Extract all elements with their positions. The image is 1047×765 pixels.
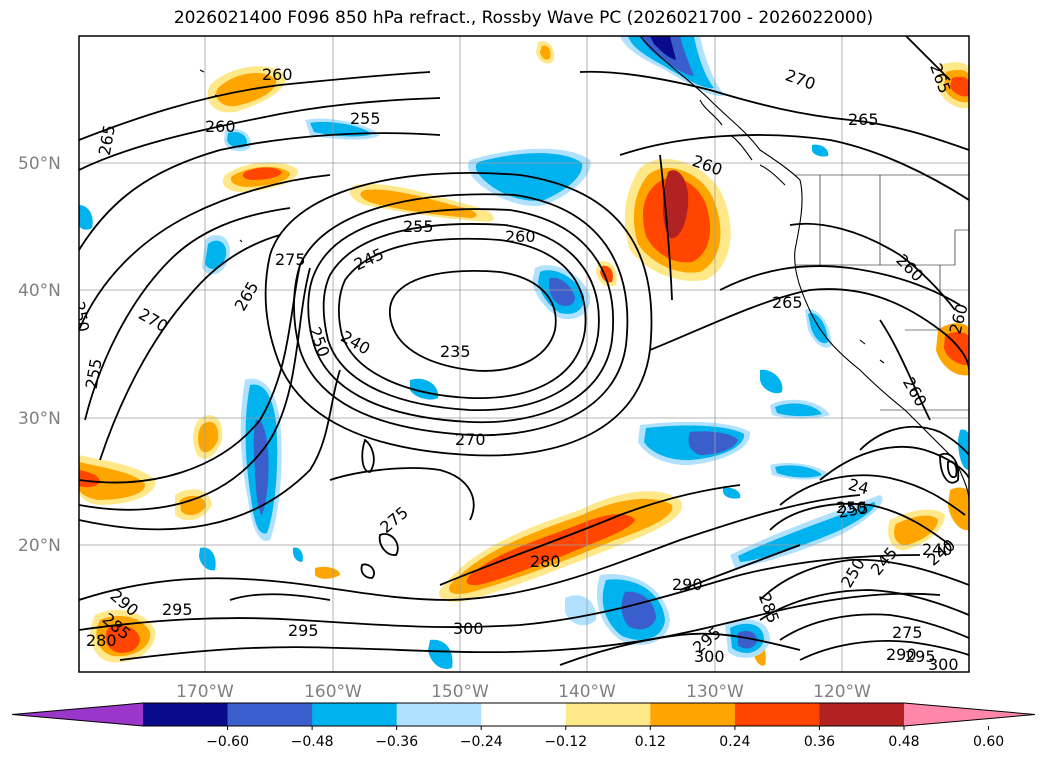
colorbar-tick-label: 0.48 bbox=[888, 734, 919, 750]
contour-label: 275 bbox=[275, 250, 306, 269]
contour-label: 300 bbox=[928, 655, 959, 674]
lon-label: 170°W bbox=[176, 682, 234, 702]
colorbar-segment bbox=[312, 703, 398, 726]
lat-label: 30°N bbox=[18, 409, 61, 429]
contour-label: 290 bbox=[672, 575, 703, 594]
colorbar-tick-label: −0.48 bbox=[291, 734, 334, 750]
contour-label: 280 bbox=[530, 552, 561, 571]
colorbar-tick-label: −0.24 bbox=[460, 734, 503, 750]
contour-label: 265 bbox=[848, 110, 879, 129]
colorbar-segment bbox=[481, 703, 567, 726]
contour-label: 295 bbox=[905, 647, 936, 666]
contour-label: 290 bbox=[886, 645, 917, 664]
colorbar-segment bbox=[227, 703, 313, 726]
contour-label: 255 bbox=[350, 109, 381, 128]
lat-label: 40°N bbox=[18, 281, 61, 301]
contour-label: 255 bbox=[403, 217, 434, 236]
contour-label: 270 bbox=[455, 430, 486, 449]
colorbar-segment bbox=[143, 703, 229, 726]
map-frame bbox=[78, 35, 970, 673]
colorbar-segment bbox=[650, 703, 736, 726]
colorbar-tick-label: 0.36 bbox=[804, 734, 835, 750]
shading-negative bbox=[79, 36, 969, 669]
contour-label: 250 bbox=[69, 300, 93, 333]
colorbar-segment bbox=[565, 703, 651, 726]
lon-label: 160°W bbox=[304, 682, 362, 702]
contour-label: 260 bbox=[205, 117, 236, 136]
colorbar-tick-label: −0.60 bbox=[206, 734, 249, 750]
colorbar-tick-label: −0.36 bbox=[375, 734, 418, 750]
contour-label: 235 bbox=[440, 342, 471, 361]
longitude-labels: 170°W 160°W 150°W 140°W 130°W 120°W bbox=[176, 682, 871, 702]
lat-label: 50°N bbox=[18, 154, 61, 174]
shading-positive bbox=[79, 41, 969, 666]
contour-label: 295 bbox=[162, 600, 193, 619]
colorbar-segments bbox=[11, 702, 1036, 727]
contour-label: 24 bbox=[846, 475, 871, 499]
colorbar-extend-high bbox=[904, 703, 1035, 726]
lat-label: 20°N bbox=[18, 536, 61, 556]
contour-label: 260 bbox=[505, 227, 536, 246]
contour-label: 300 bbox=[453, 619, 484, 638]
lon-label: 140°W bbox=[558, 682, 616, 702]
lon-label: 120°W bbox=[813, 682, 871, 702]
colorbar-tick-label: 0.12 bbox=[635, 734, 666, 750]
colorbar: −0.60 −0.48 −0.36 −0.24 −0.12 0.12 0.24 0.36 0.4… bbox=[11, 702, 1036, 750]
colorbar-segment bbox=[819, 703, 905, 726]
lon-label: 150°W bbox=[431, 682, 489, 702]
refractivity-contours bbox=[79, 36, 969, 666]
colorbar-ticks: −0.60 −0.48 −0.36 −0.24 −0.12 0.12 0.24 0.36 0.4… bbox=[206, 726, 1004, 750]
map-plot-area: 260 265 255 260 270 265 260 255 260 245 … bbox=[69, 36, 971, 674]
contour-label: 275 bbox=[892, 623, 923, 642]
contour-label: 280 bbox=[86, 631, 117, 650]
colorbar-outline bbox=[11, 702, 1036, 727]
colorbar-extend-low bbox=[12, 703, 143, 726]
contour-label: 260 bbox=[945, 302, 971, 336]
colorbar-segment bbox=[396, 703, 482, 726]
contour-label: 240 bbox=[922, 540, 953, 559]
colorbar-segment bbox=[734, 703, 820, 726]
contour-label: 300 bbox=[694, 647, 725, 666]
map-title: 2026021400 F096 850 hPa refract., Rossby… bbox=[173, 8, 874, 28]
colorbar-tick-label: 0.24 bbox=[719, 734, 750, 750]
contour-label: 295 bbox=[288, 621, 319, 640]
colorbar-tick-label: −0.12 bbox=[544, 734, 587, 750]
lon-label: 130°W bbox=[686, 682, 744, 702]
contour-label: 260 bbox=[262, 65, 293, 84]
contour-label: 250 bbox=[836, 498, 867, 517]
colorbar-tick-label: 0.60 bbox=[973, 734, 1004, 750]
contour-label: 265 bbox=[772, 293, 803, 312]
latitude-labels: 50°N 40°N 30°N 20°N bbox=[18, 154, 61, 556]
